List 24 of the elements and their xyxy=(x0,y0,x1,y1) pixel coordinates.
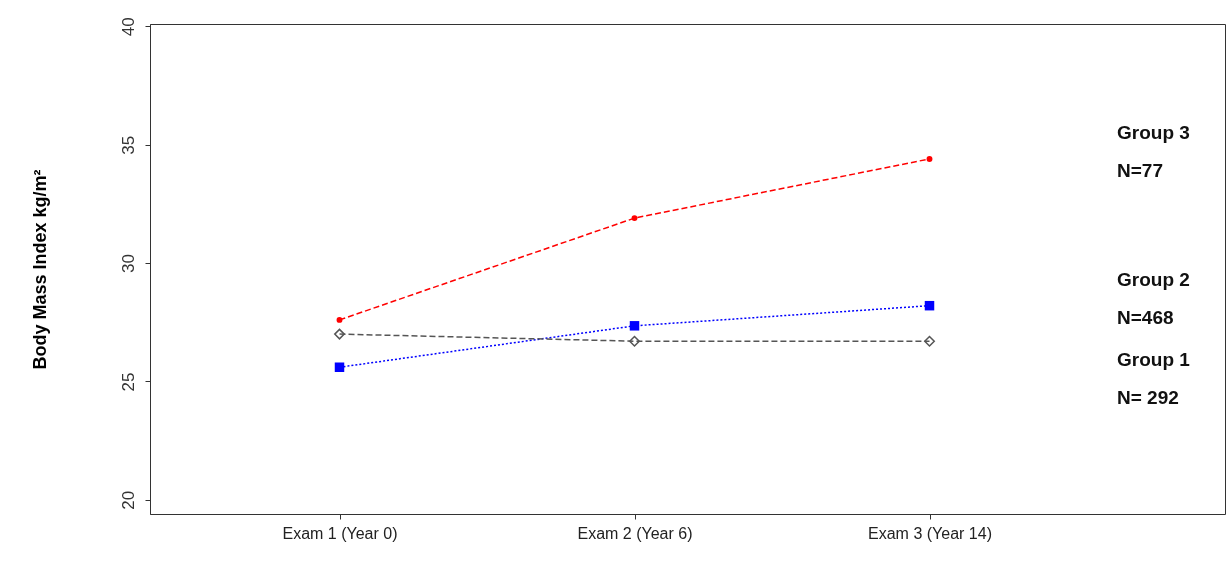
annotation: N= 292 xyxy=(1117,386,1179,408)
text: Group 1 xyxy=(1117,348,1191,370)
y-tick-label: 40 xyxy=(118,17,138,37)
text: Group 2 xyxy=(1117,268,1190,290)
annotation: N=468 xyxy=(1117,306,1174,328)
point xyxy=(334,328,345,340)
point xyxy=(334,362,345,372)
x-tick-label: Exam 3 (Year 14) xyxy=(868,524,992,542)
annotation: N=77 xyxy=(1117,159,1163,181)
point xyxy=(629,335,640,347)
x-tick-label: Exam 1 (Year 0) xyxy=(282,524,398,542)
y-tick-label: 20 xyxy=(118,490,138,510)
y-tick-label: 35 xyxy=(118,135,138,155)
y-tick-label: 30 xyxy=(118,254,138,274)
point xyxy=(926,155,933,162)
point xyxy=(631,215,638,222)
x-tick-label: Exam 2 (Year 6) xyxy=(577,524,693,542)
point xyxy=(336,316,343,323)
point xyxy=(924,335,935,347)
point xyxy=(629,321,640,331)
point xyxy=(924,300,935,311)
y-tick-label: 25 xyxy=(118,372,138,392)
text: Group 3 xyxy=(1117,121,1190,143)
y-axis-title: Body Mass Index kg/m² xyxy=(29,169,50,370)
